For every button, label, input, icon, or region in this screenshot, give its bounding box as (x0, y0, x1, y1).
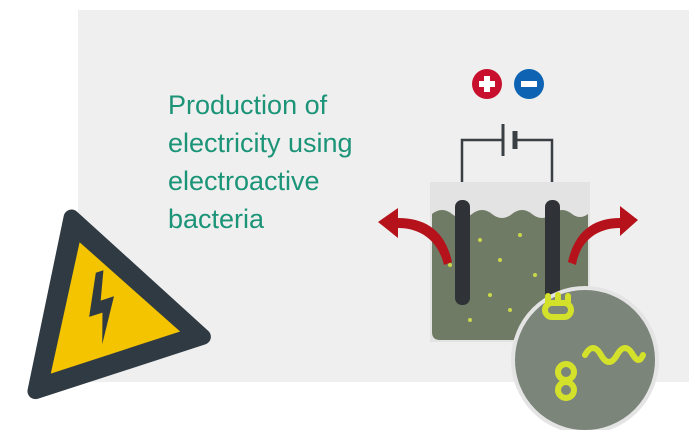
title: Production of electricity using electroact… (168, 90, 353, 234)
magnifier (511, 286, 659, 430)
title-line: Production of (168, 90, 328, 120)
title-line: electricity using (168, 128, 353, 158)
minus-bar (521, 81, 537, 87)
arrow-left (378, 208, 452, 265)
arrow-right (568, 206, 638, 265)
title-line: bacteria (168, 204, 265, 234)
plus-v (484, 76, 490, 92)
electrode-right (545, 200, 560, 305)
warning-sign (27, 209, 211, 400)
electrode-left (455, 200, 470, 305)
bacteria (542, 292, 646, 401)
title-line: electroactive (168, 166, 320, 196)
